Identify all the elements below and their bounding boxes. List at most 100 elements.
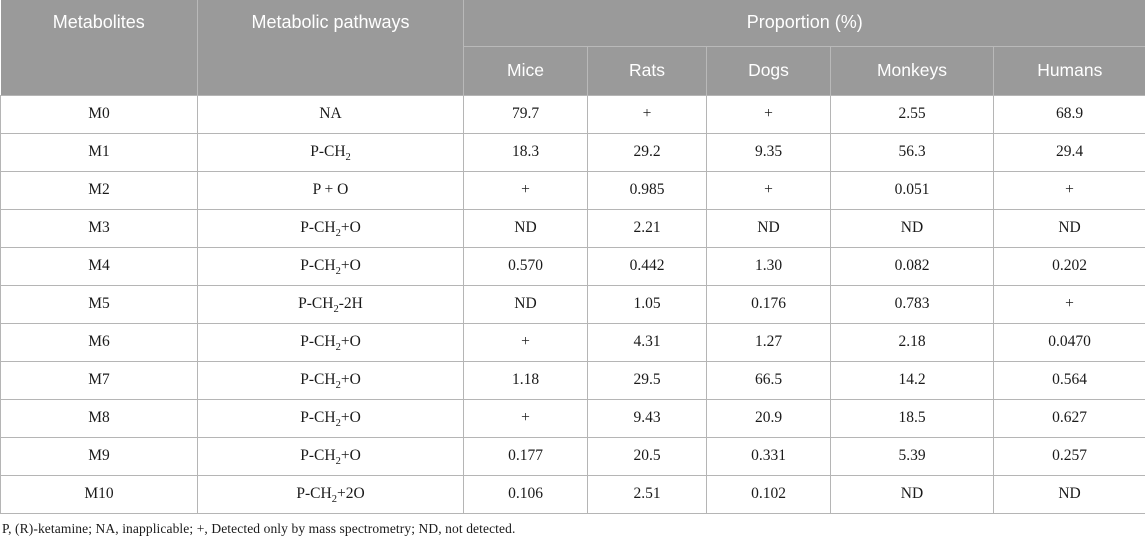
proportion-cell: 18.3: [463, 132, 588, 172]
table-row: M8 P-CH2+O +9.43 20.9 18.5 0.627: [0, 398, 1145, 438]
proportion-cell: 0.331: [706, 436, 831, 476]
table-row: M5 P-CH2-2H ND 1.05 0.176 0.783 +: [0, 284, 1145, 324]
proportion-cell: 29.5: [587, 360, 707, 400]
table-row: M9 P-CH2+O 0.177 20.5 0.331 5.39 0.257: [0, 436, 1145, 476]
proportion-cell: 0.0470: [992, 322, 1145, 362]
pathway-cell: P-CH2+O: [197, 360, 464, 400]
metabolite-cell: M0: [0, 94, 198, 134]
proportion-cell: 2.18: [830, 322, 994, 362]
metabolite-cell: M4: [0, 246, 198, 286]
pathway-cell: NA: [197, 94, 464, 134]
pathway-cell: P-CH2+O: [197, 322, 464, 362]
header-row-species: Mice Rats Dogs Monkeys Humans: [1, 46, 1145, 95]
proportion-cell: ND: [992, 474, 1145, 514]
proportion-cell: 9.35: [706, 132, 831, 172]
table-row: M0 NA 79.7 + +2.55 68.9: [0, 94, 1145, 134]
metabolite-cell: M8: [0, 398, 198, 438]
metabolite-cell: M3: [0, 208, 198, 248]
proportion-cell: 20.9: [706, 398, 831, 438]
table-header: Metabolites Metabolic pathways Proportio…: [0, 0, 1145, 95]
pathway-cell: P-CH2: [197, 132, 464, 172]
proportion-cell: 20.5: [587, 436, 707, 476]
proportion-cell: 2.51: [587, 474, 707, 514]
proportion-cell: 0.627: [992, 398, 1145, 438]
proportion-cell: ND: [830, 208, 994, 248]
proportion-cell: +: [587, 94, 707, 134]
pathway-cell: P-CH2+O: [197, 436, 464, 476]
column-header-dogs: Dogs: [706, 46, 831, 95]
proportion-cell: 1.27: [706, 322, 831, 362]
proportion-cell: 0.570: [463, 246, 588, 286]
proportion-cell: ND: [992, 208, 1145, 248]
column-group-header-proportion: Proportion (%): [463, 0, 1145, 47]
column-header-rats: Rats: [587, 46, 707, 95]
table-row: M4 P-CH2+O 0.570 0.442 1.30 0.082 0.202: [0, 246, 1145, 286]
proportion-cell: ND: [830, 474, 994, 514]
proportion-cell: 1.30: [706, 246, 831, 286]
table-row: M3 P-CH2+O ND 2.21 ND ND ND: [0, 208, 1145, 248]
proportion-cell: 4.31: [587, 322, 707, 362]
table-body: M0 NA 79.7 + +2.55 68.9 M1 P-CH2 18.3 29.2 9.35 56.…: [0, 94, 1145, 514]
pathway-cell: P-CH2-2H: [197, 284, 464, 324]
metabolite-cell: M9: [0, 436, 198, 476]
table-row: M1 P-CH2 18.3 29.2 9.35 56.3 29.4: [0, 132, 1145, 172]
metabolite-cell: M10: [0, 474, 198, 514]
metabolites-table: Metabolites Metabolic pathways Proportio…: [0, 0, 1145, 514]
proportion-cell: 0.202: [992, 246, 1145, 286]
table-row: M6 P-CH2+O +4.31 1.27 2.18 0.0470: [0, 322, 1145, 362]
table-row: M7 P-CH2+O 1.18 29.5 66.5 14.2 0.564: [0, 360, 1145, 400]
column-header-humans: Humans: [993, 46, 1145, 95]
pathway-cell: P-CH2+2O: [197, 474, 464, 514]
proportion-cell: 66.5: [706, 360, 831, 400]
pathway-cell: P-CH2+O: [197, 208, 464, 248]
proportion-cell: +: [992, 170, 1145, 210]
table-footnote: P, (R)-ketamine; NA, inapplicable; +, De…: [2, 520, 516, 536]
column-header-monkeys: Monkeys: [830, 46, 994, 95]
proportion-cell: 0.176: [706, 284, 831, 324]
metabolite-cell: M2: [0, 170, 198, 210]
column-header-mice: Mice: [463, 46, 588, 95]
proportion-cell: 1.18: [463, 360, 588, 400]
pathway-cell: P-CH2+O: [197, 398, 464, 438]
table-row: M2 P + O +0.985 +0.051 +: [0, 170, 1145, 210]
proportion-cell: 2.55: [830, 94, 994, 134]
proportion-cell: 9.43: [587, 398, 707, 438]
proportion-cell: +: [463, 322, 588, 362]
header-row-top: Metabolites Metabolic pathways Proportio…: [0, 0, 1145, 95]
proportion-cell: 0.442: [587, 246, 707, 286]
proportion-cell: 0.985: [587, 170, 707, 210]
proportion-cell: 0.082: [830, 246, 994, 286]
proportion-cell: 14.2: [830, 360, 994, 400]
proportion-cell: 29.2: [587, 132, 707, 172]
proportion-cell: +: [992, 284, 1145, 324]
proportion-cell: 1.05: [587, 284, 707, 324]
proportion-cell: 0.106: [463, 474, 588, 514]
metabolite-cell: M7: [0, 360, 198, 400]
metabolite-cell: M6: [0, 322, 198, 362]
proportion-cell: 0.564: [992, 360, 1145, 400]
proportion-cell: 0.102: [706, 474, 831, 514]
proportion-cell: 68.9: [992, 94, 1145, 134]
pathway-cell: P + O: [197, 170, 464, 210]
proportion-cell: ND: [463, 208, 588, 248]
proportion-cell: +: [463, 398, 588, 438]
proportion-cell: 79.7: [463, 94, 588, 134]
metabolite-cell: M5: [0, 284, 198, 324]
proportion-cell: 0.783: [830, 284, 994, 324]
pathway-cell: P-CH2+O: [197, 246, 464, 286]
proportion-cell: 2.21: [587, 208, 707, 248]
proportion-cell: 0.177: [463, 436, 588, 476]
proportion-cell: 0.051: [830, 170, 994, 210]
table-row: M10 P-CH2+2O 0.106 2.51 0.102 ND ND: [0, 474, 1145, 514]
proportion-cell: 5.39: [830, 436, 994, 476]
proportion-cell: 18.5: [830, 398, 994, 438]
proportion-cell: +: [706, 94, 831, 134]
proportion-cell: 29.4: [992, 132, 1145, 172]
proportion-cell: +: [706, 170, 831, 210]
proportion-cell: ND: [706, 208, 831, 248]
proportion-cell: +: [463, 170, 588, 210]
proportion-cell: ND: [463, 284, 588, 324]
column-header-metabolites: Metabolites: [0, 0, 198, 95]
proportion-cell: 56.3: [830, 132, 994, 172]
metabolite-cell: M1: [0, 132, 198, 172]
